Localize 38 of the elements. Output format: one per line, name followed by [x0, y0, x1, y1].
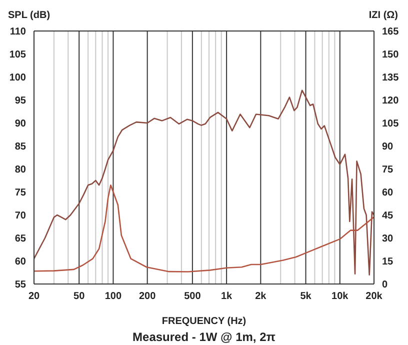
y-tick-label: 65	[14, 234, 26, 245]
y-tick-label: 100	[9, 72, 26, 84]
y-tick-label: 95	[14, 96, 26, 107]
y2-tick-label: 0	[382, 280, 388, 291]
x-tick-label: 1k	[220, 291, 233, 302]
y2-tick-label: 45	[382, 210, 394, 222]
y-tick-label: 60	[14, 256, 26, 268]
x-tick-label: 2k	[255, 291, 267, 302]
x-axis-title: FREQUENCY (Hz)	[162, 316, 246, 327]
text: Measured - 1W @ 1m, 2π	[132, 330, 276, 344]
x-tick-label: 20k	[366, 291, 383, 302]
y2-tick-label: 90	[382, 142, 394, 153]
y2-tick-label: 30	[382, 234, 394, 245]
x-tick-label: 50	[74, 291, 86, 302]
y-tick-label: 70	[14, 210, 26, 222]
y2-tick-label: 165	[382, 26, 400, 38]
y-tick-label: 80	[14, 164, 26, 176]
y2-tick-label: 135	[382, 72, 400, 84]
y2-axis-title: IZI (Ω)	[368, 10, 398, 21]
x-tick-label: 100	[104, 291, 122, 302]
x-tick-label: 200	[138, 291, 156, 302]
y-tick-label: 75	[14, 188, 26, 199]
x-tick-label: 5k	[300, 291, 312, 302]
y-tick-label: 55	[14, 280, 26, 291]
x-tick-label: 20	[28, 291, 40, 302]
y2-tick-label: 150	[382, 50, 400, 61]
x-tick-label: 10k	[332, 291, 349, 302]
y-tick-label: 90	[14, 118, 26, 130]
y2-tick-label: 105	[382, 118, 400, 130]
y-tick-label: 105	[9, 50, 26, 61]
y2-tick-label: 60	[382, 188, 394, 199]
y-axis-title: SPL (dB)	[8, 10, 50, 21]
y2-tick-label: 15	[382, 256, 394, 268]
y-tick-label: 85	[14, 142, 26, 153]
y-tick-label: 110	[10, 26, 26, 38]
x-tick-label: 500	[184, 291, 202, 302]
y2-tick-label: 75	[382, 164, 394, 176]
y2-tick-label: 120	[382, 96, 400, 107]
